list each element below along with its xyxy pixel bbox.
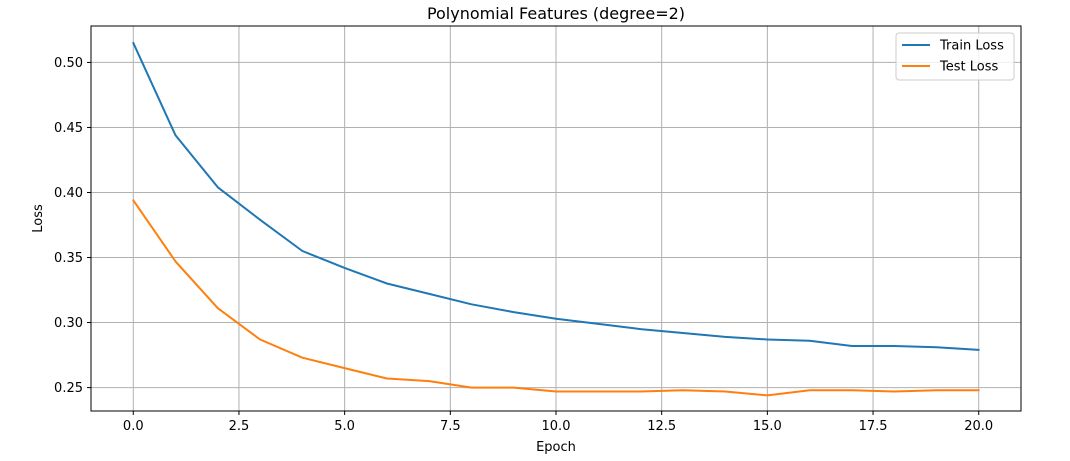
chart-title: Polynomial Features (degree=2) [427,4,685,23]
y-tick-label: 0.40 [54,186,83,201]
x-tick-label: 20.0 [964,419,993,434]
x-tick-label: 15.0 [753,419,782,434]
legend-label-test-loss: Test Loss [939,60,998,75]
y-axis-ticks: 0.25 0.30 0.35 0.40 0.45 0.50 [54,56,91,396]
series-line-test-loss [132,199,980,397]
x-tick-label: 5.0 [334,419,355,434]
x-tick-label: 7.5 [440,419,461,434]
x-tick-label: 12.5 [647,419,676,434]
x-tick-label: 0.0 [123,419,144,434]
y-tick-label: 0.30 [54,316,83,331]
x-tick-label: 2.5 [229,419,250,434]
x-tick-label: 17.5 [859,419,888,434]
y-tick-label: 0.25 [54,381,83,396]
x-tick-label: 10.0 [542,419,571,434]
grid [91,26,1021,411]
x-axis-label: Epoch [536,440,576,455]
legend-label-train-loss: Train Loss [939,39,1004,54]
y-tick-label: 0.45 [54,121,83,136]
y-axis-label: Loss [31,204,46,233]
legend: Train Loss Test Loss [895,32,1015,81]
x-axis-ticks: 0.0 2.5 5.0 7.5 10.0 12.5 15.0 17.5 20.0 [123,411,993,434]
series-lines [132,41,980,397]
y-tick-label: 0.50 [54,56,83,71]
y-tick-label: 0.35 [54,251,83,266]
series-line-train-loss [132,41,980,351]
